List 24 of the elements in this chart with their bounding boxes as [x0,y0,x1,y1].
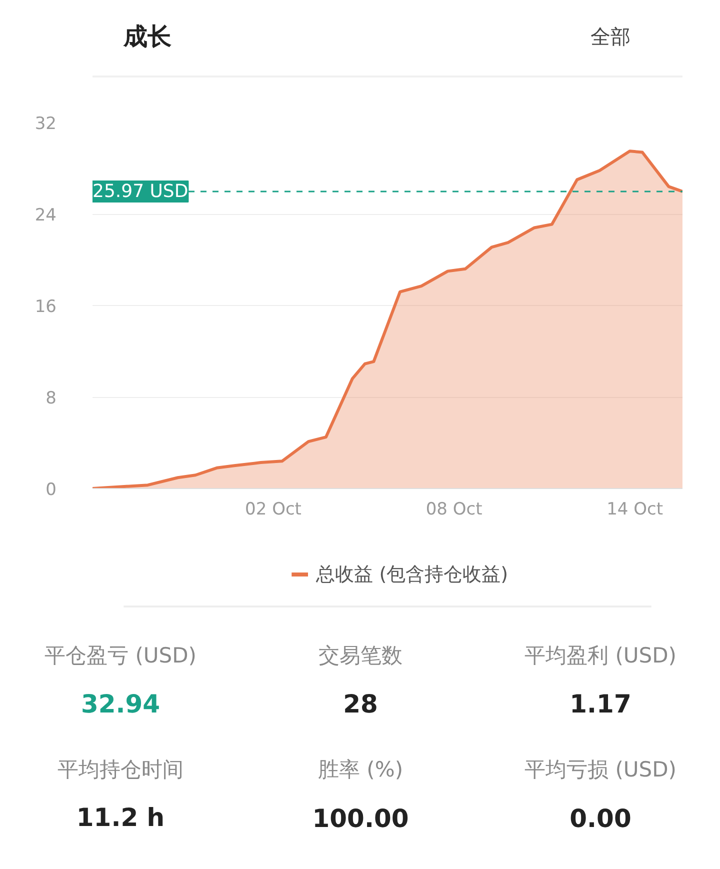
y-tick-label: 24 [34,206,57,226]
y-tick-label: 0 [46,480,57,500]
x-tick-label: 02 Oct [245,500,302,520]
text: 28 [343,690,378,719]
ref-line-label: 25.97 USD [92,180,188,202]
text: 1.17 [570,690,632,719]
legend-label: 总收益 (包含持仓收益) [315,564,508,586]
text: 交易笔数 [318,643,402,668]
text: 11.2 h [76,803,165,832]
text: 胜率 (%) [318,758,404,782]
x-tick-label: 08 Oct [426,500,483,520]
text: 平均盈利 (USD) [524,643,676,668]
y-tick-label: 8 [46,388,57,408]
text: 平均亏损 (USD) [524,758,676,782]
text: 0.00 [570,804,632,834]
text: 全部 [590,24,631,48]
text: 100.00 [312,804,409,834]
x-tick-label: 14 Oct [606,500,664,520]
text: 32.94 [80,690,160,719]
text: 平均持仓时间 [58,758,184,782]
chart-title: 成长 [122,22,172,50]
y-tick-label: 32 [34,114,57,134]
text: 平仓盈亏 (USD) [44,643,196,668]
y-tick-label: 16 [34,297,57,317]
